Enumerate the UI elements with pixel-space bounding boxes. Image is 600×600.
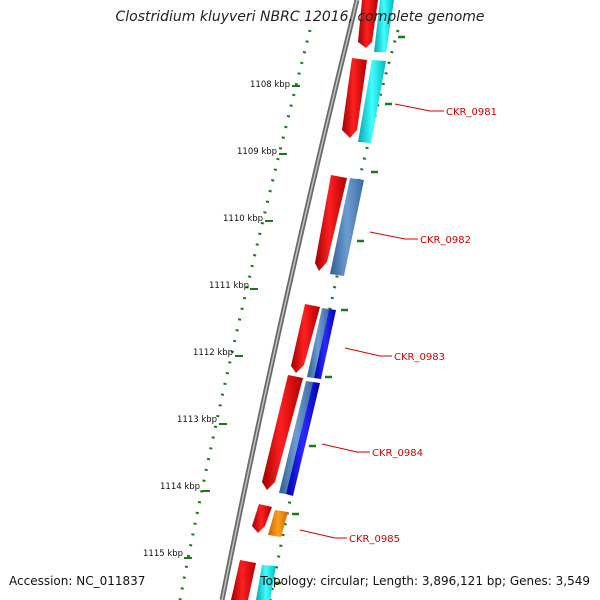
genome-backbone — [219, 0, 360, 600]
gene-callout-line — [394, 103, 444, 112]
topology-text: Topology: circular; Length: 3,896,121 bp… — [260, 574, 590, 588]
cds-feature-red — [342, 58, 367, 138]
cds-feature-red — [358, 0, 378, 48]
cds-feature-steelblue — [307, 308, 329, 378]
gene-labels: CKR_0981 CKR_0982 CKR_0983 CKR_0984 CKR_… — [349, 107, 497, 545]
cds-feature-steelblue — [330, 178, 364, 276]
gene-label: CKR_0985 — [349, 534, 400, 545]
kbp-label: 1108 kbp — [250, 80, 290, 90]
gene-callout-line — [299, 529, 347, 539]
kbp-label: 1111 kbp — [209, 281, 249, 291]
cds-feature-cyan — [358, 60, 386, 143]
cds-feature-blue — [314, 309, 336, 379]
kbp-label: 1109 kbp — [237, 147, 277, 157]
cds-feature-red — [231, 560, 256, 600]
gene-label: CKR_0981 — [446, 107, 497, 118]
backbone-highlight — [221, 0, 358, 600]
inner-ticks — [274, 35, 405, 585]
gene-callout-line — [321, 443, 370, 453]
kbp-label: 1114 kbp — [160, 482, 200, 492]
gene-callout-line — [369, 231, 418, 240]
gene-label: CKR_0984 — [372, 448, 423, 459]
gene-label: CKR_0982 — [420, 235, 471, 246]
outer-dotted-ring — [178, 29, 312, 600]
cds-feature-blue — [286, 382, 320, 496]
cds-feature-red — [315, 175, 347, 271]
accession-text: Accession: NC_011837 — [9, 574, 146, 588]
kbp-label: 1112 kbp — [193, 348, 233, 358]
red-cds-track — [231, 0, 378, 600]
kbp-label: 1113 kbp — [177, 415, 217, 425]
cds-feature-orange — [268, 510, 288, 537]
cds-feature-red — [262, 375, 303, 490]
kbp-label: 1115 kbp — [143, 549, 183, 559]
cds-feature-cyan — [256, 565, 276, 600]
cds-feature-red — [252, 504, 272, 533]
cds-feature-cyan — [374, 0, 394, 52]
map-title: Clostridium kluyveri NBRC 12016, complet… — [115, 9, 485, 25]
category-track — [256, 0, 394, 600]
kbp-ticks — [184, 85, 300, 559]
kbp-labels: 1108 kbp 1109 kbp 1110 kbp 1111 kbp 1112… — [143, 80, 290, 559]
gene-callout-line — [344, 347, 392, 357]
cds-feature-red — [291, 304, 320, 373]
gene-label: CKR_0983 — [394, 352, 445, 363]
cds-feature-steelblue — [279, 381, 313, 494]
gene-callouts — [299, 103, 444, 539]
kbp-label: 1110 kbp — [223, 214, 263, 224]
